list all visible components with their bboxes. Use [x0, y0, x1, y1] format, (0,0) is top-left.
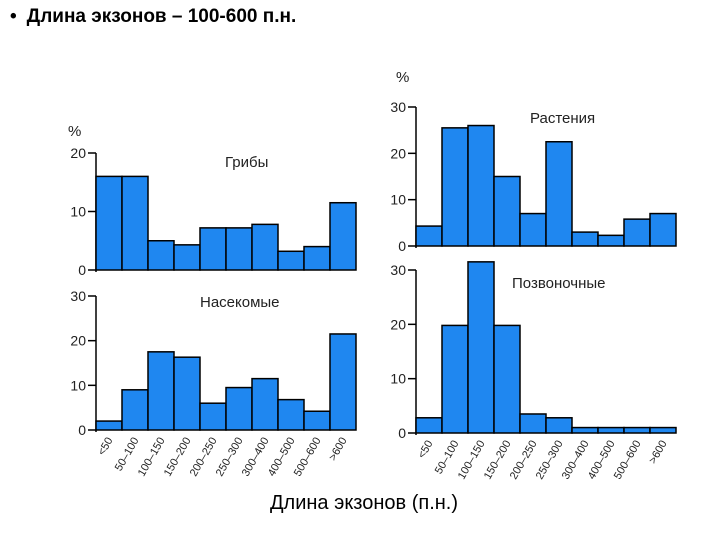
- bar-insects: [173, 356, 201, 431]
- panel-title-fungi: Грибы: [225, 154, 268, 171]
- panel-title-plants: Растения: [530, 110, 595, 127]
- y-tick-label-fungi: 10: [70, 204, 86, 220]
- y-tick-label-vertebrates: 0: [398, 425, 406, 441]
- bar-plants: [623, 218, 651, 247]
- bar-insects: [199, 402, 227, 431]
- bar-insects: [121, 389, 149, 431]
- y-tick-label-plants: 10: [390, 192, 406, 208]
- panel-title-vertebrates: Позвоночные: [512, 275, 606, 292]
- bar-fungi: [303, 245, 331, 271]
- bar-insects: [329, 333, 357, 431]
- bar-vertebrates: [467, 261, 495, 434]
- bar-fungi: [173, 244, 201, 271]
- bar-insects: [225, 386, 253, 431]
- bar-fungi: [277, 250, 305, 271]
- bar-plants: [519, 212, 547, 247]
- bar-insects: [95, 420, 123, 431]
- bar-vertebrates: [519, 413, 547, 434]
- y-tick-label-insects: 20: [70, 333, 86, 349]
- bar-insects: [251, 377, 279, 431]
- bar-fungi: [199, 227, 227, 271]
- slide-title: • Длина экзонов – 100-600 п.н.: [10, 6, 296, 28]
- x-axis-title: Длина экзонов (п.н.): [270, 492, 459, 514]
- category-label-vertebrates: 50–100: [433, 439, 462, 477]
- bar-vertebrates: [649, 426, 677, 434]
- bar-fungi: [251, 223, 279, 271]
- y-tick-label-fungi: 0: [78, 262, 86, 278]
- bar-plants: [597, 234, 625, 247]
- bar-insects: [277, 398, 305, 431]
- y-tick-label-insects: 0: [78, 422, 86, 438]
- bullet-icon: •: [10, 6, 17, 27]
- category-label-vertebrates: >600: [647, 439, 670, 466]
- bar-vertebrates: [493, 324, 521, 434]
- y-tick-label-insects: 30: [70, 288, 86, 304]
- category-label-insects: >600: [327, 436, 350, 463]
- y-tick-label-plants: 0: [398, 238, 406, 254]
- bar-plants: [545, 141, 573, 247]
- y-tick-label-vertebrates: 20: [390, 316, 406, 332]
- bar-plants: [571, 231, 599, 247]
- panel-title-insects: Насекомые: [200, 294, 280, 311]
- bar-vertebrates: [545, 417, 573, 434]
- y-tick-label-fungi: 20: [70, 145, 86, 161]
- bar-plants: [493, 175, 521, 247]
- bar-vertebrates: [597, 426, 625, 434]
- bar-vertebrates: [441, 324, 469, 434]
- y-axis-label-plants: %: [396, 69, 409, 86]
- bar-plants: [467, 124, 495, 247]
- bar-plants: [441, 127, 469, 247]
- bar-fungi: [147, 240, 175, 271]
- y-axis-label-fungi: %: [68, 123, 81, 140]
- bar-insects: [303, 410, 331, 431]
- bar-vertebrates: [415, 417, 443, 434]
- bar-vertebrates: [623, 426, 651, 434]
- bar-plants: [415, 225, 443, 247]
- slide-title-text: Длина экзонов – 100-600 п.н.: [26, 6, 297, 27]
- y-tick-label-vertebrates: 30: [390, 262, 406, 278]
- bar-fungi: [95, 175, 123, 271]
- y-tick-label-vertebrates: 10: [390, 371, 406, 387]
- bar-fungi: [329, 201, 357, 271]
- category-label-insects: 50–100: [113, 436, 142, 474]
- category-label-insects: <50: [96, 436, 116, 458]
- category-label-vertebrates: <50: [416, 439, 436, 461]
- bar-fungi: [121, 175, 149, 271]
- bar-vertebrates: [571, 426, 599, 434]
- y-tick-label-plants: 30: [390, 99, 406, 115]
- y-tick-label-plants: 20: [390, 145, 406, 161]
- bar-plants: [649, 212, 677, 247]
- bar-insects: [147, 351, 175, 431]
- bar-fungi: [225, 227, 253, 271]
- y-tick-label-insects: 10: [70, 377, 86, 393]
